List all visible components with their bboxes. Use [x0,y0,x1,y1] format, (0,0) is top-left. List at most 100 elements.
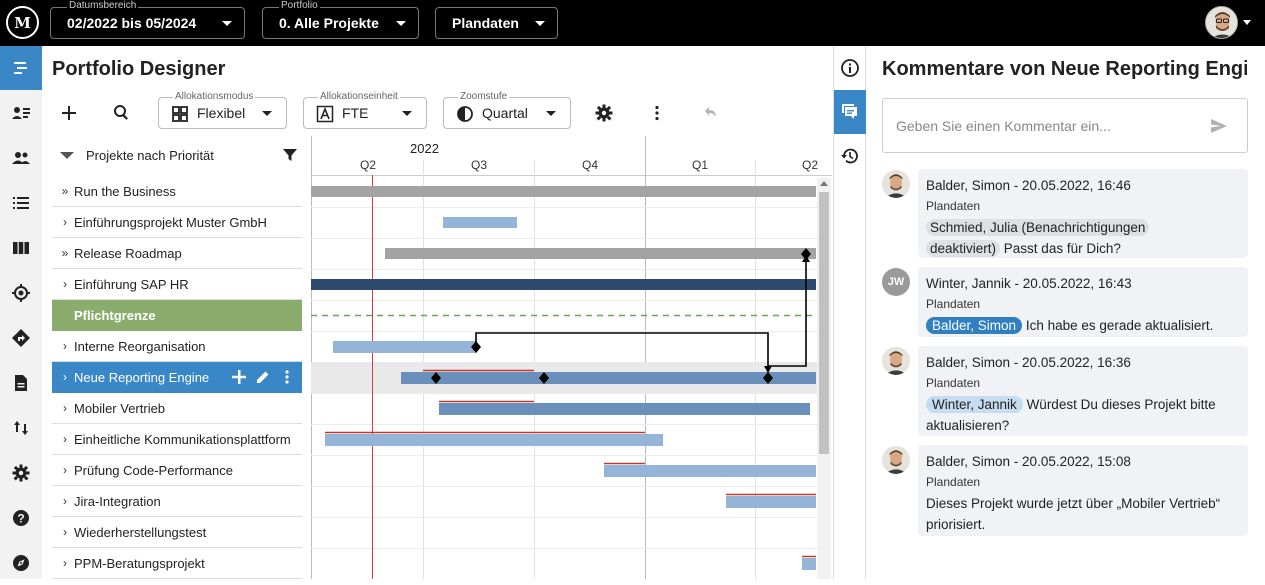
edit-icon[interactable] [254,367,272,387]
tab-history[interactable] [834,134,866,178]
gantt-chart[interactable]: " [311,136,832,579]
collapse-triangle-icon[interactable] [60,152,74,159]
nav-directions[interactable] [0,316,42,360]
gantt-bar[interactable] [311,279,816,290]
tab-info[interactable] [834,46,866,90]
nav-list[interactable] [0,181,42,225]
zoom-select[interactable]: Zoomstufe Quartal [443,91,571,129]
gantt-scrollbar[interactable] [817,178,831,579]
top-bar: M Datumsbereich 02/2022 bis 05/2024 Port… [0,0,1265,46]
mention[interactable]: deaktiviert) [926,240,1001,257]
project-row[interactable]: » Release Roadmap [52,238,302,269]
chevron-right-icon[interactable]: › [63,401,67,415]
chevron-right-icon[interactable]: › [63,370,67,384]
milestones [431,248,811,384]
comment-text: Passt das für Dich? [1003,241,1121,256]
app-logo[interactable]: M [6,6,39,39]
project-row[interactable]: › Wiederherstellungstest [52,517,302,548]
nav-documents[interactable] [0,361,42,405]
chevron-right-icon[interactable]: › [63,463,67,477]
mention[interactable]: Balder, Simon [926,317,1023,334]
scroll-up-icon[interactable] [820,181,828,186]
chevron-right-icon[interactable]: › [63,556,67,570]
chevron-right-icon[interactable]: › [63,525,67,539]
comment-text: aktualisieren? [926,418,1010,433]
mention[interactable]: Schmied, Julia (Benachrichtigungen [926,219,1150,236]
gantt-bar[interactable] [311,186,816,197]
double-chevron-icon[interactable]: » [61,246,69,260]
double-chevron-icon[interactable]: » [61,184,69,198]
chevron-right-icon[interactable]: › [63,432,67,446]
add-icon[interactable] [230,367,248,387]
add-button[interactable] [54,99,84,127]
project-row[interactable]: » Run the Business [52,176,302,207]
project-name: Prüfung Code-Performance [74,463,233,478]
comment-card: Balder, Simon - 20.05.2022, 16:46 Planda… [918,169,1248,258]
gantt-bar[interactable] [439,403,810,415]
project-row[interactable]: › Einführung SAP HR [52,269,302,300]
send-icon[interactable] [1209,116,1229,136]
gantt-bar[interactable] [802,558,816,570]
nav-resource-list[interactable] [0,91,42,135]
scrollbar-thumb[interactable] [819,192,829,454]
comment-placeholder: Geben Sie einen Kommentar ein... [896,118,1111,134]
gantt-bar[interactable] [333,341,476,353]
nav-settings[interactable] [0,451,42,495]
plan-select[interactable]: Plandaten [435,7,558,39]
chevron-right-icon[interactable]: › [63,277,67,291]
gantt-bar[interactable] [325,434,663,446]
chevron-right-icon[interactable]: › [63,339,67,353]
grid-icon [172,106,188,122]
search-button[interactable] [107,99,137,127]
project-name: Einheitliche Kommunikationsplattform [74,432,291,447]
zoom-value: Quartal [482,105,528,121]
nav-import-export[interactable] [0,406,42,450]
more-vertical-icon[interactable] [278,367,296,387]
filter-icon[interactable] [282,147,298,163]
settings-button[interactable] [589,99,619,127]
nav-explore[interactable] [0,541,42,585]
gantt-bar-selected[interactable] [401,372,816,384]
gear-icon [12,464,30,482]
allocation-unit-select[interactable]: Allokationseinheit FTE [303,91,427,129]
gantt-bar[interactable] [726,496,816,508]
undo-button[interactable] [695,99,725,127]
project-row[interactable]: › Einführungsprojekt Muster GmbH [52,207,302,238]
comment-date: 20.05.2022, 16:46 [1022,178,1131,193]
portfolio-select[interactable]: Portfolio 0. Alle Projekte [262,0,419,39]
project-name: Release Roadmap [74,246,182,261]
comment-input[interactable]: Geben Sie einen Kommentar ein... [882,98,1248,153]
project-row[interactable]: › Jira-Integration [52,486,302,517]
project-row[interactable]: › Mobiler Vertrieb [52,393,302,424]
limit-label: Pflichtgrenze [74,308,156,323]
timeline-quarter: Q4 [582,158,599,172]
project-row[interactable]: › Interne Reorganisation [52,331,302,362]
chevron-right-icon[interactable]: › [63,215,67,229]
tab-comments[interactable] [834,90,866,134]
nav-target[interactable] [0,271,42,315]
project-list-header[interactable]: Projekte nach Priorität [52,140,302,170]
project-row[interactable]: › PPM-Beratungsprojekt [52,548,302,579]
allocation-mode-select[interactable]: Allokationsmodus Flexibel [158,91,287,129]
project-row[interactable]: › Prüfung Code-Performance [52,455,302,486]
project-row-selected[interactable]: › Neue Reporting Engine [52,362,302,393]
user-avatar[interactable] [1205,6,1238,39]
comment-author: Winter, Jannik [926,276,1011,291]
list-gantt-divider[interactable] [311,136,312,579]
nav-portfolio-designer[interactable] [0,46,42,90]
nav-board[interactable] [0,226,42,270]
project-name: PPM-Beratungsprojekt [74,556,205,571]
nav-teams[interactable] [0,136,42,180]
comments-title: Kommentare von Neue Reporting Engi… [882,58,1247,80]
gantt-bar[interactable] [443,217,517,228]
chevron-down-icon[interactable] [1243,20,1251,25]
chevron-right-icon[interactable]: › [63,494,67,508]
gantt-bar[interactable] [604,465,816,477]
project-row[interactable]: › Einheitliche Kommunikationsplattform [52,424,302,455]
date-range-select[interactable]: Datumsbereich 02/2022 bis 05/2024 [50,0,245,39]
gantt-bar[interactable] [385,248,816,259]
portfolio-value: 0. Alle Projekte [279,15,379,31]
mention[interactable]: Winter, Jannik [926,396,1023,413]
more-button[interactable] [642,99,672,127]
nav-help[interactable]: ? [0,496,42,540]
